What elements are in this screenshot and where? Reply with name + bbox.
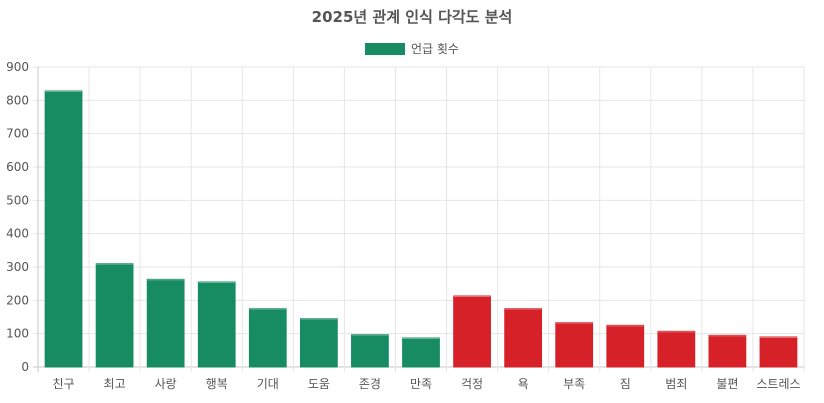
- bar[interactable]: [708, 334, 747, 368]
- x-tick-label: 존경: [359, 377, 381, 391]
- x-tick-label: 부족: [563, 377, 585, 391]
- y-tick-label: 400: [6, 227, 29, 241]
- bar[interactable]: [453, 295, 491, 368]
- y-tick-label: 300: [6, 260, 29, 274]
- x-tick-label: 짐: [620, 377, 631, 391]
- bar[interactable]: [95, 263, 134, 368]
- legend[interactable]: 언급 횟수: [0, 42, 824, 56]
- bar[interactable]: [351, 334, 389, 368]
- bar[interactable]: [402, 337, 440, 368]
- y-tick-label: 0: [21, 360, 29, 374]
- bar[interactable]: [759, 336, 798, 368]
- x-tick-label: 사랑: [155, 377, 177, 391]
- bar[interactable]: [657, 330, 696, 368]
- bar[interactable]: [555, 322, 594, 368]
- bar[interactable]: [606, 324, 645, 368]
- y-tick-label: 500: [6, 193, 29, 207]
- y-tick-label: 700: [6, 127, 29, 141]
- bar[interactable]: [299, 318, 338, 368]
- bar[interactable]: [146, 278, 185, 368]
- x-tick-label: 친구: [52, 377, 74, 391]
- y-tick-label: 800: [6, 93, 29, 107]
- chart-title: 2025년 관계 인식 다각도 분석: [311, 8, 513, 26]
- x-tick-label: 스트레스: [756, 377, 800, 391]
- y-tick-label: 200: [6, 293, 29, 307]
- x-tick-label: 도움: [308, 377, 330, 391]
- bar[interactable]: [504, 308, 543, 368]
- legend-label: 언급 횟수: [411, 42, 459, 56]
- x-tick-label: 행복: [206, 376, 228, 391]
- y-tick-label: 600: [6, 160, 29, 174]
- x-tick-label: 걱정: [461, 377, 483, 391]
- x-tick-label: 욕: [518, 377, 529, 391]
- x-tick-label: 기대: [257, 377, 279, 391]
- x-tick-label: 범죄: [665, 377, 687, 391]
- bar[interactable]: [248, 308, 287, 368]
- bar[interactable]: [44, 90, 83, 368]
- legend-swatch: [365, 43, 405, 55]
- y-tick-label: 100: [6, 327, 29, 341]
- x-tick-label: 최고: [104, 377, 126, 391]
- x-tick-label: 불편: [716, 377, 738, 391]
- x-tick-label: 만족: [410, 377, 432, 391]
- bar[interactable]: [197, 281, 236, 368]
- y-tick-label: 900: [6, 60, 29, 74]
